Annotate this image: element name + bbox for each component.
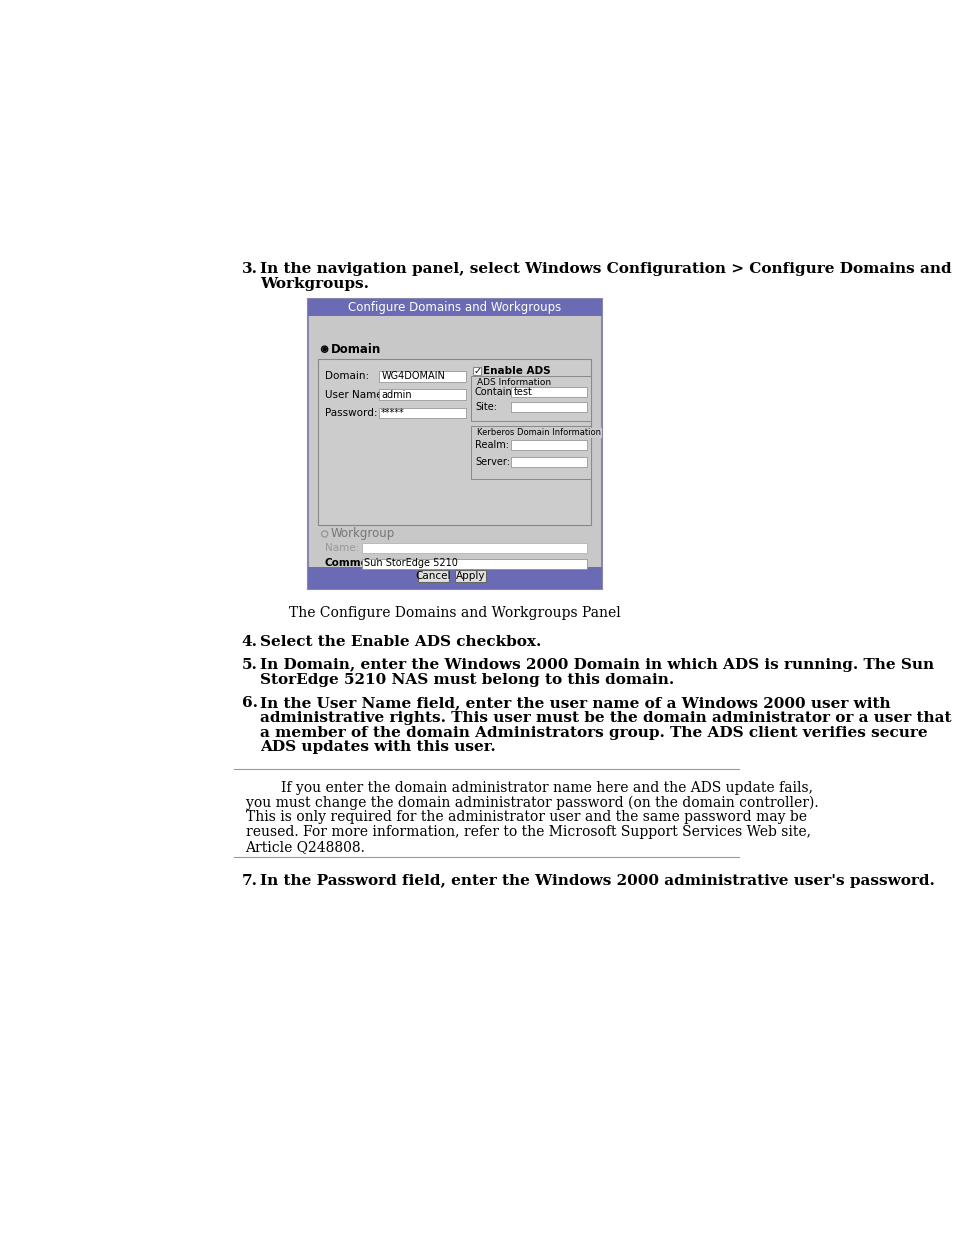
Text: Sun StorEdge 5210: Sun StorEdge 5210 [364, 558, 457, 568]
Text: Select the Enable ADS checkbox.: Select the Enable ADS checkbox. [260, 635, 541, 648]
Bar [511, 403, 587, 412]
Text: you must change the domain administrator password (on the domain controller).: you must change the domain administrator… [245, 795, 818, 810]
Text: Domain: Domain [331, 342, 380, 356]
Text: test: test [513, 387, 532, 396]
Bar [318, 359, 591, 525]
Text: In the navigation panel, select Windows Configuration > Configure Domains and: In the navigation panel, select Windows … [260, 262, 951, 277]
Bar [473, 367, 480, 374]
Text: Domain:: Domain: [324, 372, 369, 382]
Bar [307, 299, 601, 589]
Bar [361, 558, 587, 568]
Text: In the Password field, enter the Windows 2000 administrative user's password.: In the Password field, enter the Windows… [260, 874, 934, 888]
Bar [511, 440, 587, 450]
Text: Workgroups.: Workgroups. [260, 277, 369, 290]
Bar [378, 389, 465, 400]
Bar [511, 387, 587, 396]
Text: WG4DOMAIN: WG4DOMAIN [381, 372, 445, 382]
Text: 5.: 5. [241, 658, 257, 672]
Text: Apply: Apply [456, 572, 484, 582]
Text: If you enter the domain administrator name here and the ADS update fails,: If you enter the domain administrator na… [245, 782, 812, 795]
Text: 7.: 7. [241, 874, 257, 888]
Bar [455, 571, 485, 583]
Text: 6.: 6. [241, 697, 257, 710]
Text: 3.: 3. [241, 262, 257, 277]
Text: In Domain, enter the Windows 2000 Domain in which ADS is running. The Sun: In Domain, enter the Windows 2000 Domain… [260, 658, 933, 672]
Text: admin: admin [381, 389, 412, 400]
Text: ADS updates with this user.: ADS updates with this user. [260, 740, 496, 755]
Text: The Configure Domains and Workgroups Panel: The Configure Domains and Workgroups Pan… [289, 605, 620, 620]
Text: Server:: Server: [475, 457, 510, 467]
Text: *****: ***** [381, 408, 404, 419]
Bar [307, 567, 601, 589]
Text: Comments:: Comments: [324, 558, 391, 568]
Text: a member of the domain Administrators group. The ADS client verifies secure: a member of the domain Administrators gr… [260, 726, 927, 740]
Text: administrative rights. This user must be the domain administrator or a user that: administrative rights. This user must be… [260, 711, 953, 725]
Circle shape [323, 347, 326, 351]
Bar [378, 370, 465, 382]
Bar [361, 543, 587, 553]
Text: Realm:: Realm: [475, 440, 509, 450]
Bar [378, 408, 465, 419]
Text: Kerberos Domain Information: Kerberos Domain Information [476, 429, 600, 437]
Bar [511, 457, 587, 467]
Text: ADS Information: ADS Information [476, 378, 551, 388]
Text: Cancel: Cancel [415, 572, 451, 582]
Text: Site:: Site: [475, 401, 497, 412]
Text: User Name:: User Name: [324, 389, 385, 400]
Text: Name:: Name: [324, 543, 358, 553]
Bar [471, 377, 591, 421]
Bar [471, 426, 591, 478]
Text: In the User Name field, enter the user name of a Windows 2000 user with: In the User Name field, enter the user n… [260, 697, 890, 710]
Text: 4.: 4. [241, 635, 257, 648]
Text: Password:: Password: [324, 408, 376, 419]
Text: StorEdge 5210 NAS must belong to this domain.: StorEdge 5210 NAS must belong to this do… [260, 673, 674, 687]
Bar [307, 299, 601, 316]
Text: Workgroup: Workgroup [331, 527, 395, 541]
Text: This is only required for the administrator user and the same password may be: This is only required for the administra… [245, 810, 805, 825]
Text: Article Q248808.: Article Q248808. [245, 840, 365, 853]
Text: reused. For more information, refer to the Microsoft Support Services Web site,: reused. For more information, refer to t… [245, 825, 810, 839]
Bar [417, 571, 448, 583]
Text: ✓: ✓ [473, 366, 481, 375]
Text: Configure Domains and Workgroups: Configure Domains and Workgroups [348, 301, 561, 314]
Text: Container:: Container: [475, 387, 525, 396]
Text: Enable ADS: Enable ADS [483, 366, 551, 375]
